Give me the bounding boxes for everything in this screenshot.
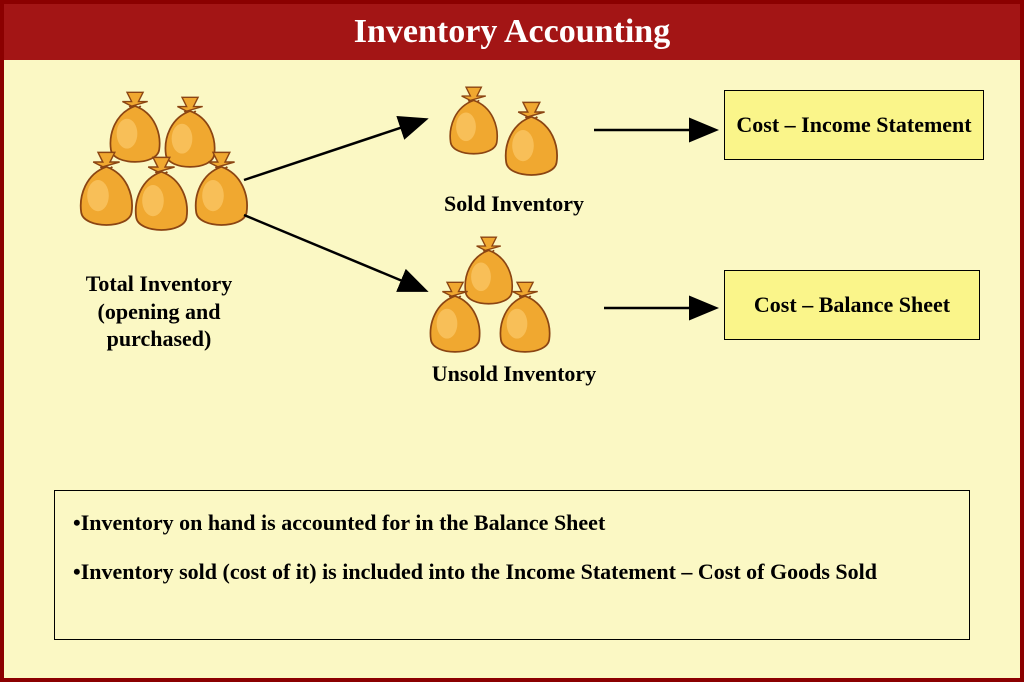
total-inventory-label: Total Inventory(opening andpurchased) [44,270,274,353]
notes-bullet: •Inventory on hand is accounted for in t… [73,505,951,540]
notes-bullet: •Inventory sold (cost of it) is included… [73,554,951,589]
diagram-frame: Inventory Accounting [0,0,1024,682]
notes-box: •Inventory on hand is accounted for in t… [54,490,970,640]
unsold-inventory-icon [424,235,624,435]
balance-sheet-box: Cost – Balance Sheet [724,270,980,340]
income-statement-box: Cost – Income Statement [724,90,984,160]
sold-inventory-label: Sold Inventory [404,190,624,218]
diagram-canvas: Total Inventory(opening andpurchased) So… [4,60,1020,678]
total-inventory-icon [74,90,274,290]
title-bar: Inventory Accounting [4,4,1020,60]
page-title: Inventory Accounting [354,13,670,51]
unsold-inventory-label: Unsold Inventory [394,360,634,388]
